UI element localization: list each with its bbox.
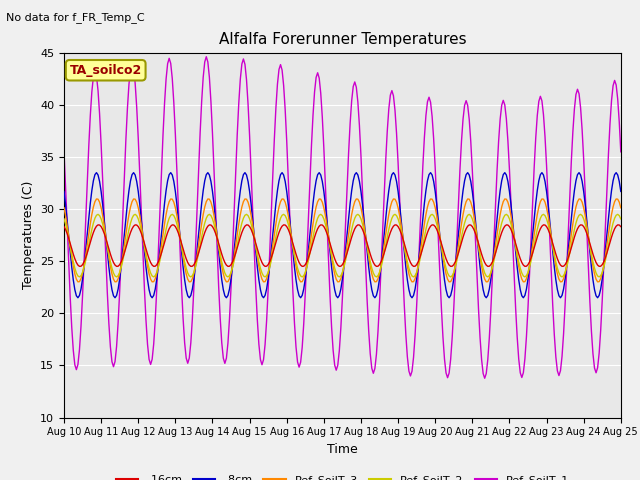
Text: TA_soilco2: TA_soilco2: [70, 64, 142, 77]
Text: No data for f_FR_Temp_C: No data for f_FR_Temp_C: [6, 12, 145, 23]
Title: Alfalfa Forerunner Temperatures: Alfalfa Forerunner Temperatures: [219, 33, 466, 48]
X-axis label: Time: Time: [327, 443, 358, 456]
Y-axis label: Temperatures (C): Temperatures (C): [22, 181, 35, 289]
Legend: -16cm, -8cm, Ref_SoilT_3, Ref_SoilT_2, Ref_SoilT_1: -16cm, -8cm, Ref_SoilT_3, Ref_SoilT_2, R…: [111, 470, 573, 480]
